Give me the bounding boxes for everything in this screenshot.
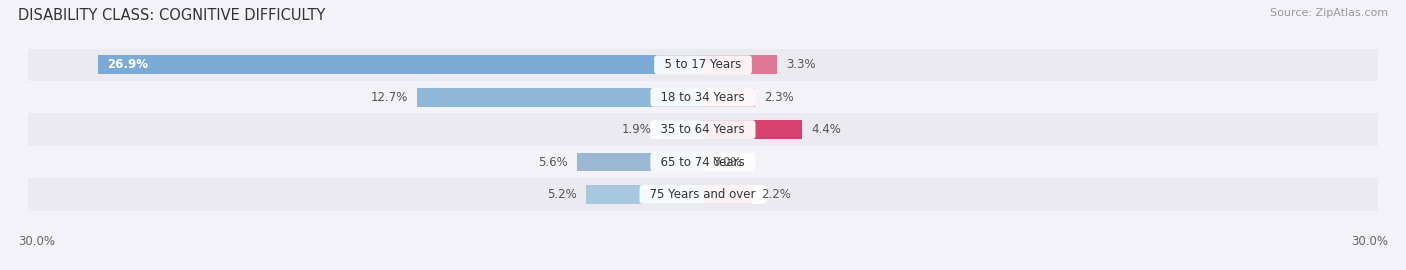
Bar <box>418 88 703 107</box>
Bar <box>28 49 1378 81</box>
Bar <box>661 120 703 139</box>
Text: 75 Years and over: 75 Years and over <box>643 188 763 201</box>
Text: 5 to 17 Years: 5 to 17 Years <box>657 58 749 71</box>
Bar <box>28 81 1378 113</box>
Text: 2.3%: 2.3% <box>763 91 793 104</box>
Bar <box>703 88 755 107</box>
Text: 18 to 34 Years: 18 to 34 Years <box>654 91 752 104</box>
Bar <box>98 55 703 74</box>
Text: 5.6%: 5.6% <box>538 156 568 168</box>
Text: 3.3%: 3.3% <box>786 58 815 71</box>
Bar <box>586 185 703 204</box>
Bar <box>28 146 1378 178</box>
Bar <box>703 185 752 204</box>
Text: 5.2%: 5.2% <box>547 188 576 201</box>
Text: 65 to 74 Years: 65 to 74 Years <box>654 156 752 168</box>
Text: 2.2%: 2.2% <box>762 188 792 201</box>
Text: DISABILITY CLASS: COGNITIVE DIFFICULTY: DISABILITY CLASS: COGNITIVE DIFFICULTY <box>18 8 326 23</box>
Text: Source: ZipAtlas.com: Source: ZipAtlas.com <box>1270 8 1388 18</box>
Text: 1.9%: 1.9% <box>621 123 651 136</box>
Text: 30.0%: 30.0% <box>18 235 55 248</box>
Bar <box>28 113 1378 146</box>
Bar <box>703 120 801 139</box>
Text: 4.4%: 4.4% <box>811 123 841 136</box>
Text: 0.0%: 0.0% <box>711 156 741 168</box>
Bar <box>28 178 1378 211</box>
Text: 35 to 64 Years: 35 to 64 Years <box>654 123 752 136</box>
Bar <box>703 55 778 74</box>
Bar <box>576 153 703 171</box>
Text: 26.9%: 26.9% <box>107 58 148 71</box>
Text: 30.0%: 30.0% <box>1351 235 1388 248</box>
Text: 12.7%: 12.7% <box>371 91 408 104</box>
